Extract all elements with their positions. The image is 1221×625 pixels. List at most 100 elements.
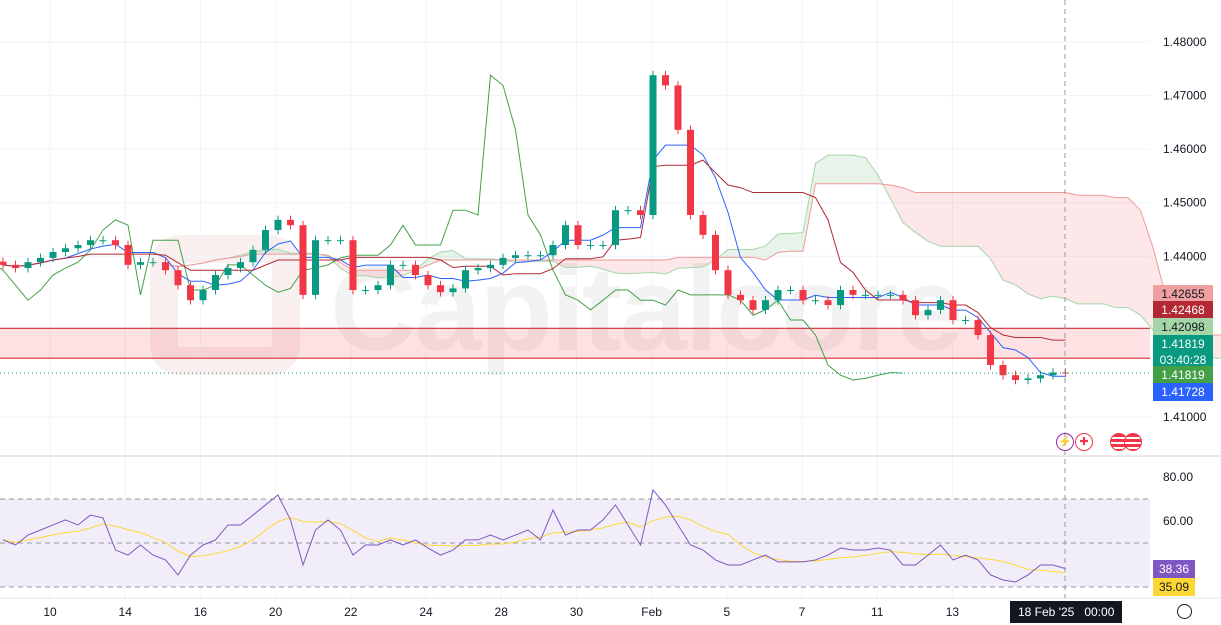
candle-body: [812, 300, 819, 302]
countdown-timer: 03:40:28: [1159, 353, 1207, 367]
candle-body: [424, 275, 432, 286]
candle-body: [524, 255, 532, 257]
ichimoku-cloud-segment: [665, 257, 678, 275]
ichimoku-cloud-segment: [1065, 192, 1078, 304]
price-tag-value: 1.42098: [1161, 320, 1205, 334]
ichimoku-cloud-segment: [828, 155, 841, 184]
candle-body: [224, 268, 232, 276]
rsi-ma-value-tag: 35.09: [1153, 578, 1195, 596]
candle-body: [687, 129, 694, 216]
candle-body: [449, 288, 457, 293]
candle-body: [887, 294, 894, 296]
ichimoku-cloud-segment: [815, 155, 828, 184]
candle-body: [587, 245, 594, 247]
price-tag-value: 1.41728: [1161, 385, 1205, 399]
price-tick-label: 1.41000: [1163, 410, 1207, 424]
candle-body: [174, 270, 182, 286]
ichimoku-cloud-segment: [640, 260, 653, 274]
time-tick-label: 13: [946, 605, 960, 619]
ichimoku-cloud-segment: [1090, 195, 1103, 304]
time-tick-label: 10: [43, 605, 57, 619]
ichimoku-cloud-segment: [1028, 192, 1041, 299]
candle-body: [262, 230, 269, 250]
price-tag: 1.42655: [1153, 285, 1213, 303]
ichimoku-cloud-segment: [578, 260, 591, 268]
candle-body: [187, 285, 194, 301]
settings-icon[interactable]: [1177, 604, 1192, 619]
candle-body: [399, 264, 407, 266]
price-tag-value: 1.42655: [1161, 287, 1205, 301]
ichimoku-cloud-segment: [1128, 197, 1141, 316]
ichimoku-cloud-segment: [940, 192, 953, 247]
senkou-span-a: [165, 154, 1221, 359]
candle-body: [162, 262, 169, 271]
candle-body: [749, 300, 757, 310]
candle-body: [24, 262, 32, 269]
ichimoku-cloud-segment: [890, 185, 903, 223]
candle-body: [662, 75, 669, 86]
canada-flag-icon[interactable]: ✚: [1075, 433, 1093, 451]
candle-body: [649, 75, 657, 216]
time-tick-label: 30: [570, 605, 584, 619]
candle-body: [37, 257, 44, 263]
time-tick-label: Feb: [641, 605, 662, 619]
price-tick-label: 1.46000: [1163, 142, 1207, 156]
candle-body: [674, 85, 682, 130]
candle-body: [349, 240, 357, 291]
ichimoku-cloud-segment: [790, 232, 803, 252]
candle-body: [599, 245, 607, 247]
candle-body: [762, 300, 769, 310]
price-tag-value: 1.41819: [1161, 337, 1205, 351]
ichimoku-cloud-segment: [1040, 192, 1053, 299]
candle-body: [74, 245, 82, 249]
time-tick-label: 22: [344, 605, 358, 619]
candle-body: [537, 255, 544, 257]
candle-body: [774, 290, 782, 301]
candle-body: [712, 234, 719, 271]
candle-body: [612, 210, 619, 246]
price-tag: 1.42468: [1153, 301, 1213, 319]
ichimoku-cloud-segment: [840, 155, 853, 184]
ichimoku-cloud-segment: [740, 249, 753, 258]
candle-body: [237, 262, 244, 269]
ichimoku-cloud-segment: [953, 192, 966, 247]
ichimoku-cloud-segment: [853, 155, 866, 184]
candle-body: [512, 255, 519, 258]
watermark-text: Capitalcore: [330, 242, 964, 376]
candle-body: [199, 290, 207, 301]
candle-body: [962, 320, 969, 322]
resistance-zone: [0, 328, 1150, 359]
candle-body: [937, 300, 944, 310]
candle-body: [462, 270, 469, 289]
price-tag: 1.41728: [1153, 383, 1213, 401]
candle-body: [499, 257, 507, 265]
ichimoku-cloud-segment: [915, 192, 928, 242]
candle-body: [924, 309, 932, 316]
price-tick-label: 1.47000: [1163, 89, 1207, 103]
us-flag-icon-2[interactable]: [1124, 433, 1142, 451]
rsi-value-tag: 38.36: [1153, 560, 1195, 578]
candle-body: [387, 264, 394, 286]
candle-body: [362, 290, 369, 292]
price-tick-label: 1.45000: [1163, 196, 1207, 210]
candle-body: [899, 294, 907, 301]
candle-body: [549, 245, 557, 256]
price-tick-label: 1.44000: [1163, 249, 1207, 263]
ichimoku-cloud-segment: [678, 257, 691, 269]
candle-body: [999, 365, 1007, 376]
candle-body: [987, 335, 994, 366]
candle-body: [112, 240, 119, 246]
kijun-sen: [2, 159, 1066, 341]
candle-body: [837, 290, 844, 306]
ichimoku-cloud-segment: [865, 157, 878, 184]
ichimoku-cloud-segment: [1003, 192, 1016, 285]
candle-body: [99, 240, 107, 242]
candle-body: [574, 225, 582, 246]
candle-body: [249, 249, 257, 263]
ichimoku-cloud-segment: [965, 192, 978, 247]
candle-body: [312, 240, 319, 295]
lightning-event-icon[interactable]: ⚡: [1056, 433, 1074, 451]
candle-body: [474, 268, 482, 271]
